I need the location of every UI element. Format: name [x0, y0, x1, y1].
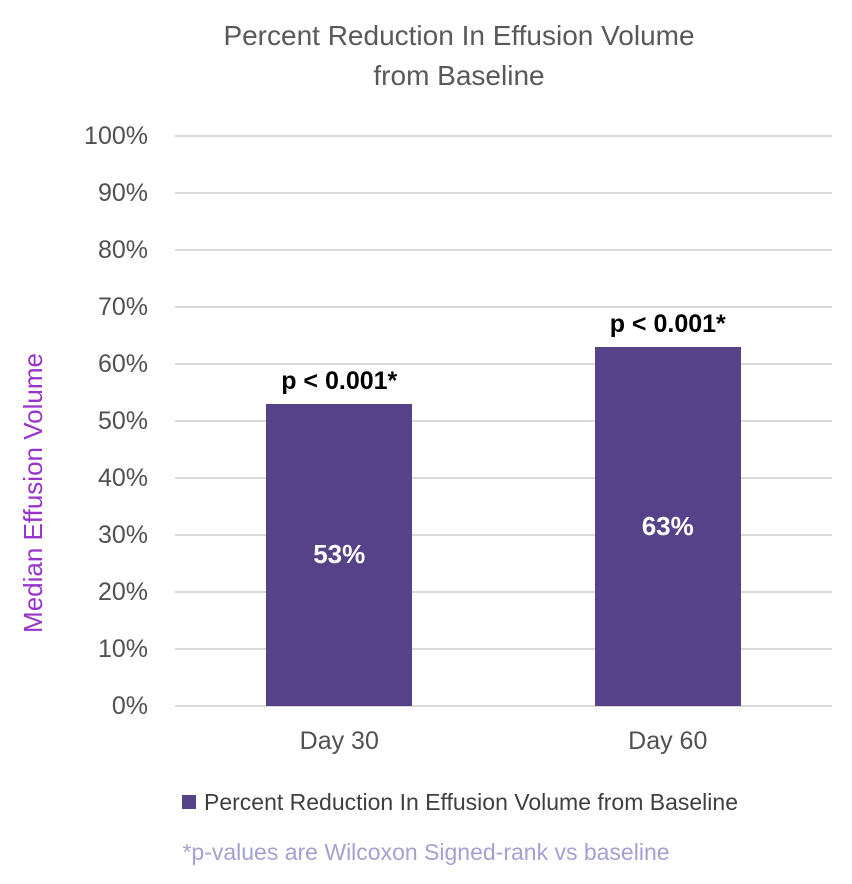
gridline-20- — [175, 591, 832, 593]
gridline-100- — [175, 135, 832, 137]
y-tick-label-90-: 90% — [97, 179, 148, 207]
legend-label: Percent Reduction In Effusion Volume fro… — [204, 789, 738, 815]
y-tick-label-10-: 10% — [97, 635, 148, 663]
gridline-90- — [175, 192, 832, 194]
y-tick-label-70-: 70% — [97, 293, 148, 321]
legend-square-marker-icon — [182, 795, 196, 809]
chart-title-line-1: Percent Reduction In Effusion Volume — [223, 20, 695, 51]
bar-value-label-day-60: 63% — [641, 510, 694, 541]
gridline-50- — [175, 420, 832, 422]
y-tick-label-20-: 20% — [97, 578, 148, 606]
chart-title: Percent Reduction In Effusion Volume fro… — [33, 16, 852, 96]
legend: Percent Reduction In Effusion Volume fro… — [34, 789, 852, 815]
gridline-40- — [175, 477, 832, 479]
footnote: *p-values are Wilcoxon Signed-rank vs ba… — [182, 839, 670, 865]
gridline-60- — [175, 363, 832, 365]
bar-day-30: 53% — [266, 403, 413, 706]
p-value-annotation-day-30: p < 0.001* — [281, 366, 398, 395]
p-value-annotation-day-60: p < 0.001* — [609, 309, 726, 338]
x-axis-label-day-30: Day 30 — [299, 727, 379, 755]
chart-title-line-2: from Baseline — [373, 60, 545, 91]
x-axis-label-day-60: Day 60 — [628, 727, 708, 755]
gridline-10- — [175, 648, 832, 650]
y-tick-label-30-: 30% — [97, 521, 148, 549]
gridline-80- — [175, 249, 832, 251]
y-tick-label-60-: 60% — [97, 350, 148, 378]
bar-value-label-day-30: 53% — [313, 539, 366, 570]
bar-day-60: 63% — [594, 346, 741, 706]
y-tick-label-0-: 0% — [111, 692, 148, 720]
y-tick-label-80-: 80% — [97, 236, 148, 264]
y-tick-label-40-: 40% — [97, 464, 148, 492]
y-tick-label-100-: 100% — [84, 122, 148, 150]
y-tick-label-50-: 50% — [97, 407, 148, 435]
gridline-30- — [175, 534, 832, 536]
gridline-0- — [175, 705, 832, 707]
gridline-70- — [175, 306, 832, 308]
